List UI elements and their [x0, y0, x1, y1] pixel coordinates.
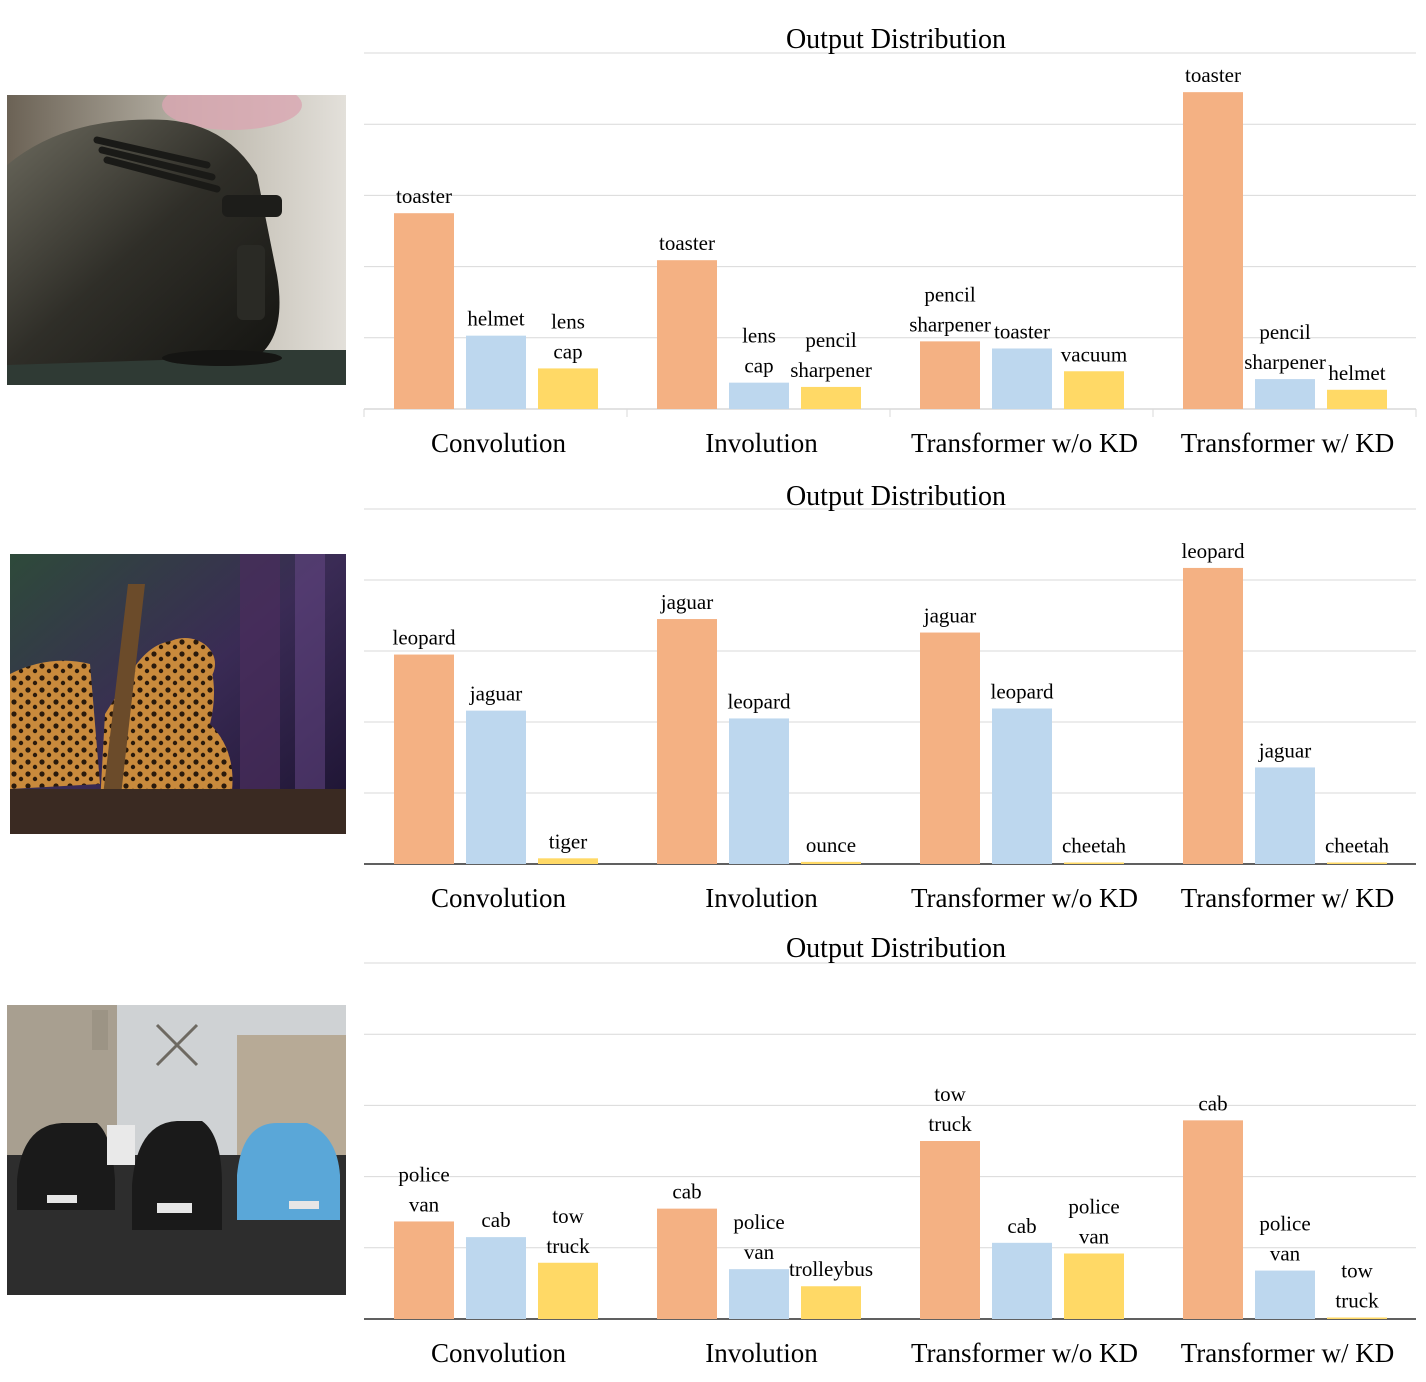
data-label: pencil sharpener: [790, 328, 872, 382]
bar-chart-taxi: Output Distribution police van cab tow truck C…: [364, 933, 1416, 1368]
bar-ounce: [801, 861, 861, 864]
chart-taxi: Output Distribution police van cab tow truck C…: [364, 928, 1416, 1372]
bar-chart-leopard: Output Distribution leopard jaguar tiger Con…: [364, 481, 1416, 913]
bar-pencil-sharpener: [920, 341, 980, 409]
bar-vacuum: [1064, 371, 1124, 409]
bar-toaster: [394, 213, 454, 409]
data-label: jaguar: [1258, 738, 1311, 762]
bar-police-van: [394, 1221, 454, 1319]
data-label: toaster: [659, 231, 715, 255]
bar-helmet: [466, 335, 526, 409]
bar-chart-toaster: Output Distribution toaster helmet lens cap C…: [363, 24, 1417, 458]
category-label: Transformer w/ KD: [1181, 883, 1394, 913]
data-label: leopard: [991, 680, 1054, 704]
data-label: tiger: [549, 829, 587, 853]
data-label: pencil sharpener: [909, 282, 991, 336]
bar-tow-truck: [538, 1262, 598, 1319]
bar-leopard: [394, 654, 454, 864]
data-label: toaster: [396, 184, 452, 208]
bar-police-van: [729, 1269, 789, 1319]
bar-lens-cap: [538, 368, 598, 409]
data-label: tow truck: [928, 1082, 972, 1136]
category-label: Involution: [705, 883, 818, 913]
category-label: Convolution: [431, 428, 567, 458]
bar-lens-cap: [729, 382, 789, 409]
bar-cab: [1183, 1120, 1243, 1319]
data-label: cab: [1198, 1091, 1227, 1115]
bar-pencil-sharpener: [1255, 379, 1315, 409]
data-label: toaster: [1185, 63, 1241, 87]
category-label: Involution: [705, 1338, 818, 1368]
data-label: leopard: [728, 689, 791, 713]
bar-cheetah: [1064, 862, 1124, 864]
data-label: jaguar: [469, 682, 522, 706]
category-label: Transformer w/o KD: [911, 1338, 1138, 1368]
bar-cheetah: [1327, 862, 1387, 864]
data-label: cheetah: [1325, 834, 1390, 858]
chart-leopard: Output Distribution leopard jaguar tiger Con…: [364, 474, 1416, 914]
data-label: cheetah: [1062, 834, 1127, 858]
data-label: pencil sharpener: [1244, 320, 1326, 374]
bar-toaster: [1183, 92, 1243, 409]
data-label: police van: [398, 1162, 449, 1216]
bar-tiger: [538, 858, 598, 864]
bar-leopard: [729, 718, 789, 864]
data-label: leopard: [393, 626, 456, 650]
category-label: Convolution: [431, 883, 567, 913]
data-label: helmet: [467, 307, 524, 331]
data-label: toaster: [994, 319, 1050, 343]
category-label: Transformer w/ KD: [1181, 428, 1394, 458]
chart-toaster: Output Distribution toaster helmet lens cap C…: [363, 20, 1417, 460]
bar-leopard: [1183, 567, 1243, 864]
bar-cab: [992, 1242, 1052, 1319]
data-label: helmet: [1328, 361, 1385, 385]
bar-leopard: [992, 708, 1052, 864]
data-label: lens cap: [551, 309, 585, 363]
bar-cab: [466, 1237, 526, 1319]
chart-title: Output Distribution: [786, 933, 1006, 964]
data-label: vacuum: [1061, 342, 1127, 366]
toaster-image: [7, 95, 346, 385]
chart-title: Output Distribution: [786, 24, 1006, 55]
data-label: cab: [1007, 1214, 1036, 1238]
bar-police-van: [1255, 1270, 1315, 1319]
category-label: Transformer w/o KD: [911, 883, 1138, 913]
bar-pencil-sharpener: [801, 386, 861, 409]
leopard-image: [10, 554, 346, 834]
data-label: cab: [481, 1208, 510, 1232]
data-label: police van: [1259, 1212, 1310, 1266]
data-label: leopard: [1182, 539, 1245, 563]
data-label: ounce: [806, 833, 856, 857]
category-label: Transformer w/ KD: [1181, 1338, 1394, 1368]
data-label: jaguar: [923, 604, 976, 628]
bar-tow-truck: [920, 1141, 980, 1319]
bar-toaster: [992, 348, 1052, 409]
data-label: lens cap: [742, 324, 776, 378]
data-label: jaguar: [660, 590, 713, 614]
bar-jaguar: [466, 710, 526, 864]
data-label: police van: [733, 1210, 784, 1264]
bar-police-van: [1064, 1253, 1124, 1319]
bar-cab: [657, 1208, 717, 1319]
category-label: Convolution: [431, 1338, 567, 1368]
data-label: police van: [1068, 1194, 1119, 1248]
category-label: Transformer w/o KD: [911, 428, 1138, 458]
data-label: tow truck: [1335, 1259, 1379, 1313]
category-label: Involution: [705, 428, 818, 458]
data-label: trolleybus: [789, 1257, 873, 1281]
chart-title: Output Distribution: [786, 481, 1006, 512]
bar-tow-truck: [1327, 1317, 1387, 1319]
bar-helmet: [1327, 389, 1387, 409]
data-label: tow truck: [546, 1204, 590, 1258]
bar-jaguar: [920, 632, 980, 864]
bar-jaguar: [1255, 767, 1315, 864]
bar-jaguar: [657, 619, 717, 864]
taxi-street-image: [7, 1005, 346, 1295]
data-label: cab: [672, 1180, 701, 1204]
bar-toaster: [657, 260, 717, 409]
bar-trolleybus: [801, 1286, 861, 1319]
